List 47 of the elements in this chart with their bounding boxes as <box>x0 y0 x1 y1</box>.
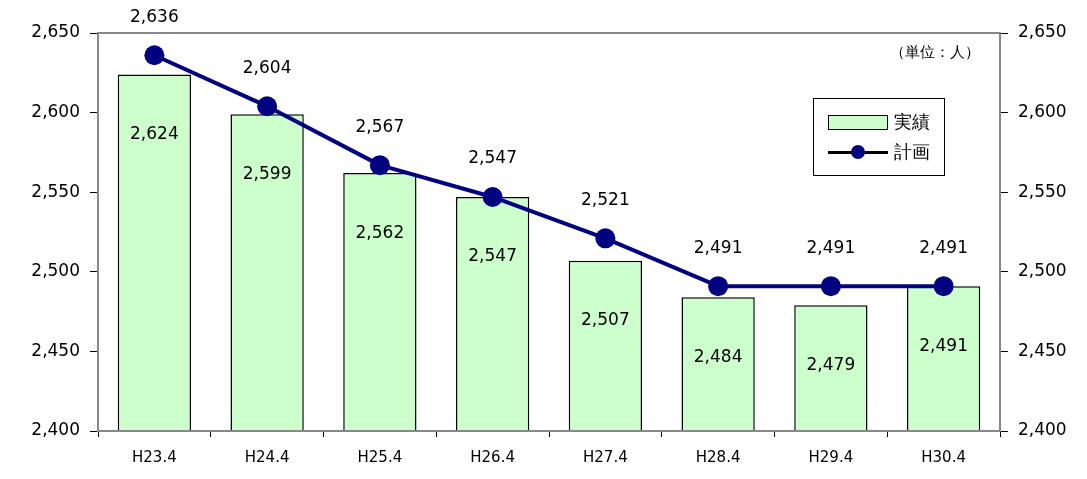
y2-tick-label: 2,550 <box>1018 180 1067 201</box>
data-label: 2,491 <box>919 334 968 355</box>
data-label: 2,599 <box>242 162 292 183</box>
y2-tick-label: 2,650 <box>1018 21 1067 42</box>
y2-tick-label: 2,600 <box>1018 101 1067 122</box>
data-label: 2,484 <box>693 345 743 366</box>
data-label: 2,547 <box>468 147 517 168</box>
data-label: 2,521 <box>581 188 630 209</box>
point <box>933 276 954 297</box>
point <box>482 186 503 207</box>
y2-tick-label: 2,450 <box>1018 339 1067 360</box>
data-label: 2,604 <box>242 56 292 77</box>
data-label: 2,507 <box>581 309 630 330</box>
x-tick-label: H28.4 <box>695 447 741 466</box>
data-label: 2,547 <box>468 245 517 266</box>
y-tick-label: 2,650 <box>31 21 80 42</box>
x-tick-label: H25.4 <box>357 447 403 466</box>
legend-label: 実績 <box>894 110 930 134</box>
y-tick-label: 2,450 <box>31 339 80 360</box>
data-label: 2,491 <box>806 236 856 257</box>
x-tick-label: H26.4 <box>470 447 515 466</box>
legend-label: 計画 <box>894 140 930 164</box>
point <box>708 276 729 297</box>
point <box>369 155 390 176</box>
x-tick-label: H29.4 <box>808 447 854 466</box>
y-tick-label: 2,550 <box>31 180 80 201</box>
y2-tick-label: 2,500 <box>1018 260 1067 281</box>
data-label: 2,636 <box>130 5 179 26</box>
x-tick-label: H23.4 <box>132 447 177 466</box>
data-label: 2,491 <box>919 236 968 257</box>
y-tick-label: 2,600 <box>31 101 80 122</box>
y-tick-label: 2,500 <box>31 260 80 281</box>
x-tick-label: H30.4 <box>921 447 966 466</box>
point <box>257 96 278 117</box>
point <box>144 45 165 66</box>
y-tick-label: 2,400 <box>31 419 80 440</box>
annotation: （単位：人） <box>890 43 980 62</box>
data-label: 2,479 <box>806 353 856 374</box>
data-label: 2,624 <box>130 122 179 143</box>
point <box>595 228 616 249</box>
y2-tick-label: 2,400 <box>1018 419 1067 440</box>
point <box>820 276 841 297</box>
data-label: 2,567 <box>355 115 405 136</box>
x-tick-label: H27.4 <box>583 447 628 466</box>
data-label: 2,562 <box>355 221 405 242</box>
data-label: 2,491 <box>693 236 743 257</box>
x-tick-label: H24.4 <box>244 447 290 466</box>
